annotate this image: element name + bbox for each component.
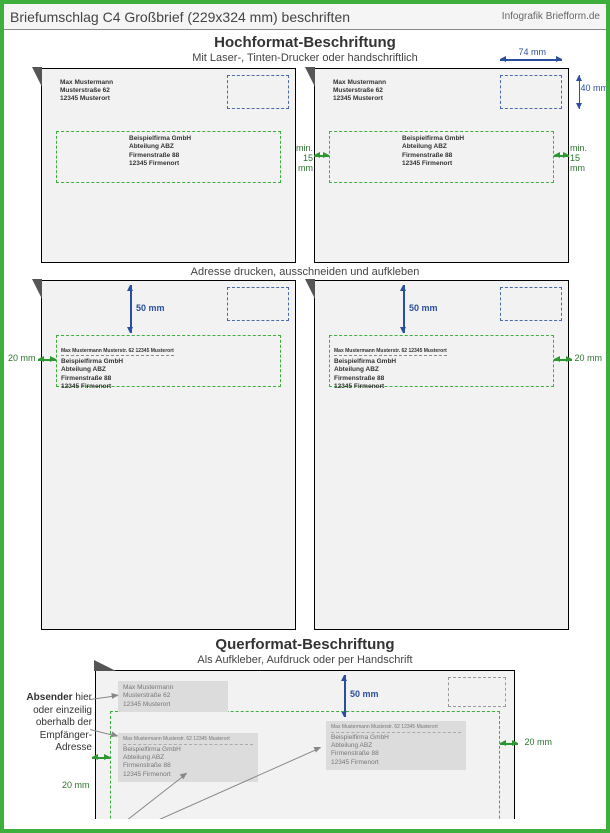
envelope-portrait-2: Max Mustermann Musterstraße 62 12345 Mus… [314,68,569,263]
sender-one-line: Max Mustermann Musterstr. 62 12345 Muste… [334,348,447,356]
stamp-zone [500,287,562,321]
envelope-portrait-4: 50 mm Max Mustermann Musterstr. 62 12345… [314,280,569,630]
dim-top-50-arrow [403,285,405,333]
section2-title: Querformat-Beschriftung [4,636,606,653]
recip-l2: Abteilung ABZ [129,143,276,151]
infographic-frame: Briefumschlag C4 Großbrief (229x324 mm) … [0,0,610,833]
recipient-zone: Beispielfirma GmbH Abteilung ABZ Firmens… [56,131,281,183]
envelope-portrait-1: Max Mustermann Musterstraße 62 12345 Mus… [41,68,296,263]
header-title: Briefumschlag C4 Großbrief (229x324 mm) … [10,9,350,25]
dim-right-20-arrow [500,743,518,745]
dim-stamp-width-arrow [500,59,562,61]
dim-left-min: min. 15 mm [287,143,313,173]
recipient-address: Beispielfirma GmbH Abteilung ABZ Firmens… [129,135,276,169]
dim-stamp-width: 74 mm [518,47,546,57]
dim-left-20: 20 mm [8,353,36,363]
dim-left-20-arrow [92,757,110,759]
envelope-flap-icon [305,67,315,87]
stamp-zone [448,677,506,707]
row1: Max Mustermann Musterstraße 62 12345 Mus… [4,68,606,263]
recip-l4: 12345 Firmenort [129,160,276,168]
sender-block-gray: Max Mustermann Musterstraße 62 12345 Mus… [118,681,228,712]
section1-title: Hochformat-Beschriftung [4,34,606,51]
row2-caption: Adresse drucken, ausschneiden und aufkle… [4,266,606,278]
envelope-flap-icon [32,279,42,299]
sender-l2: Musterstraße 62 [60,87,113,95]
dim-top-50-arrow [130,285,132,333]
recipient-variant-2: Max Mustermann Musterstr. 62 12345 Muste… [326,721,466,770]
recipient-zone: Beispielfirma GmbH Abteilung ABZ Firmens… [329,131,554,183]
sender-address: Max Mustermann Musterstraße 62 12345 Mus… [60,79,113,103]
sender-one-line: Max Mustermann Musterstr. 62 12345 Muste… [61,348,174,356]
bottom-crop [4,819,606,829]
section1-subtitle: Mit Laser-, Tinten-Drucker oder handschr… [4,52,606,64]
dim-right-20: 20 mm [524,737,552,747]
dim-top-50: 50 mm [136,303,165,313]
header-source: Infografik Briefform.de [502,11,600,22]
sender-l1: Max Mustermann [60,79,113,87]
recipient-sticker: Max Mustermann Musterstr. 62 12345 Muste… [56,335,281,387]
sender-address: Max Mustermann Musterstraße 62 12345 Mus… [333,79,386,103]
envelope-flap-icon [94,660,116,671]
dim-right-min: min. 15 mm [570,143,596,173]
dim-right-min-arrow [554,155,569,157]
header-bar: Briefumschlag C4 Großbrief (229x324 mm) … [4,4,606,30]
dim-left-min-arrow [314,155,329,157]
sender-l3: 12345 Musterort [60,95,113,103]
dim-left-20-arrow [38,359,56,361]
stamp-zone [500,75,562,109]
row2: 50 mm Max Mustermann Musterstr. 62 12345… [4,280,606,630]
envelope-landscape: 50 mm Max Mustermann Musterstraße 62 123… [95,670,515,833]
envelope-flap-icon [32,67,42,87]
recip-l3: Firmenstraße 88 [129,152,276,160]
pointer-arrow [90,695,118,700]
stamp-zone [227,287,289,321]
dim-right-20: 20 mm [574,353,602,363]
envelope-portrait-3: 50 mm Max Mustermann Musterstr. 62 12345… [41,280,296,630]
note-sender: Absender hier oder einzeilig oberhalb de… [8,692,92,755]
envelope-flap-icon [305,279,315,299]
recip-l1: Beispielfirma GmbH [129,135,276,143]
dim-right-20-arrow [554,359,572,361]
dim-stamp-height: 40 mm [580,83,608,93]
recipient-sticker: Max Mustermann Musterstr. 62 12345 Muste… [329,335,554,387]
dim-top-50: 50 mm [409,303,438,313]
dim-left-20: 20 mm [62,780,90,790]
stamp-zone [227,75,289,109]
dim-top-50: 50 mm [350,689,379,699]
